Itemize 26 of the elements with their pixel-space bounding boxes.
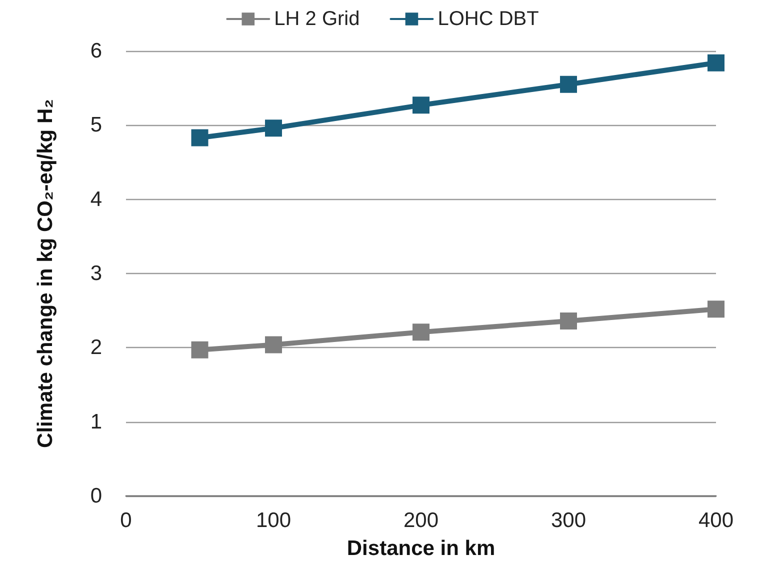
y-tick-label: 5 — [90, 114, 102, 137]
point — [191, 129, 208, 146]
y-tick-label: 1 — [90, 410, 102, 434]
point — [412, 324, 430, 341]
legend-label: LOHC DBT — [438, 8, 539, 30]
point — [265, 120, 282, 137]
point — [708, 54, 724, 72]
x-tick-label: 400 — [698, 509, 734, 532]
x-axis-title: Distance in km — [346, 537, 496, 560]
point — [265, 336, 282, 354]
y-tick-label: 6 — [90, 40, 102, 62]
point — [560, 312, 577, 330]
point — [191, 341, 208, 358]
legend-label: LH 2 Grid — [274, 8, 360, 30]
point — [560, 76, 577, 93]
x-tick-label: 300 — [550, 509, 586, 532]
x-tick-label: 200 — [403, 509, 439, 532]
y-axis-title: Climate change in kg CO₂-eq/kg H₂ — [34, 99, 57, 448]
x-tick-label: 100 — [256, 509, 292, 532]
y-tick-label: 2 — [90, 336, 102, 360]
point — [708, 300, 724, 318]
y-tick-label: 0 — [90, 484, 102, 508]
point — [412, 96, 430, 114]
y-tick-label: 3 — [90, 262, 102, 285]
x-tick-label: 0 — [120, 509, 132, 532]
y-tick-label: 4 — [90, 188, 102, 211]
